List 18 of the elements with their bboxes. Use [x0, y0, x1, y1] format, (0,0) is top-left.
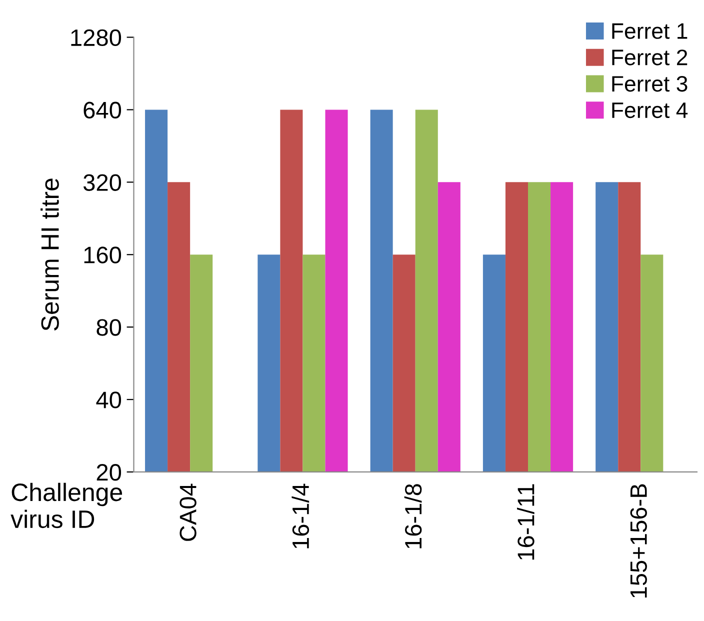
y-axis-title: Serum HI titre: [40, 178, 59, 331]
y-tick-label: 1280: [71, 29, 122, 46]
y-tick-label: 320: [83, 174, 122, 191]
y-tick-label: 160: [84, 246, 122, 264]
x-tick-label: 155+156-B: [630, 484, 647, 598]
x-tick-label: 16-1/11: [516, 484, 534, 560]
y-tick-label: 80: [96, 319, 122, 336]
legend-label: Ferret 1: [612, 23, 688, 39]
x-tick-label: CA04: [180, 484, 196, 541]
legend-label: Ferret 3: [612, 76, 688, 92]
y-tick-label: 20: [96, 464, 122, 481]
x-tick-label: 16-1/8: [404, 484, 422, 548]
legend-label: Ferret 4: [612, 102, 688, 118]
legend-label: Ferret 2: [612, 50, 688, 66]
x-tick-label: 16-1/4: [292, 484, 310, 548]
x-axis-title: Challenge virus ID: [10, 482, 122, 528]
y-tick-label: 640: [84, 102, 122, 118]
y-tick-label: 40: [96, 392, 122, 408]
